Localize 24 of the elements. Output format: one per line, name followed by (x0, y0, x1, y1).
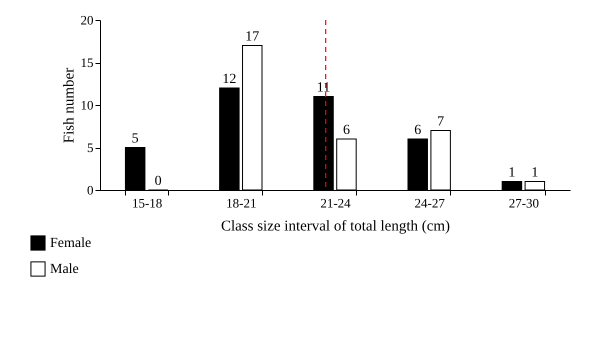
x-tick-label: 15-18 (132, 196, 162, 210)
data-label: 17 (245, 30, 260, 44)
data-label: 12 (222, 72, 236, 87)
data-label: 6 (414, 123, 422, 138)
data-label: 6 (342, 123, 350, 138)
y-tick-label: 15 (80, 55, 94, 70)
data-label: 11 (316, 80, 330, 96)
y-tick-label: 10 (80, 98, 94, 112)
data-label: 7 (437, 114, 444, 130)
legend-label: Female (50, 236, 92, 251)
data-label: 1 (531, 166, 538, 180)
x-axis-title: Class size interval of total length (cm) (220, 218, 450, 234)
y-axis-title: Fish number (62, 68, 78, 144)
data-label: 0 (154, 174, 162, 189)
y-tick-label: 5 (87, 140, 94, 155)
x-tick-label: 27-30 (508, 196, 540, 210)
data-label: 5 (132, 132, 139, 146)
y-tick-label: 20 (80, 12, 94, 28)
y-tick-label: 0 (87, 182, 94, 198)
x-tick-label: 21-24 (320, 196, 352, 210)
x-tick-label: 24-27 (414, 196, 446, 210)
legend-label: Male (50, 262, 79, 277)
data-label: 1 (508, 166, 516, 180)
x-tick-label: 18-21 (226, 196, 256, 210)
